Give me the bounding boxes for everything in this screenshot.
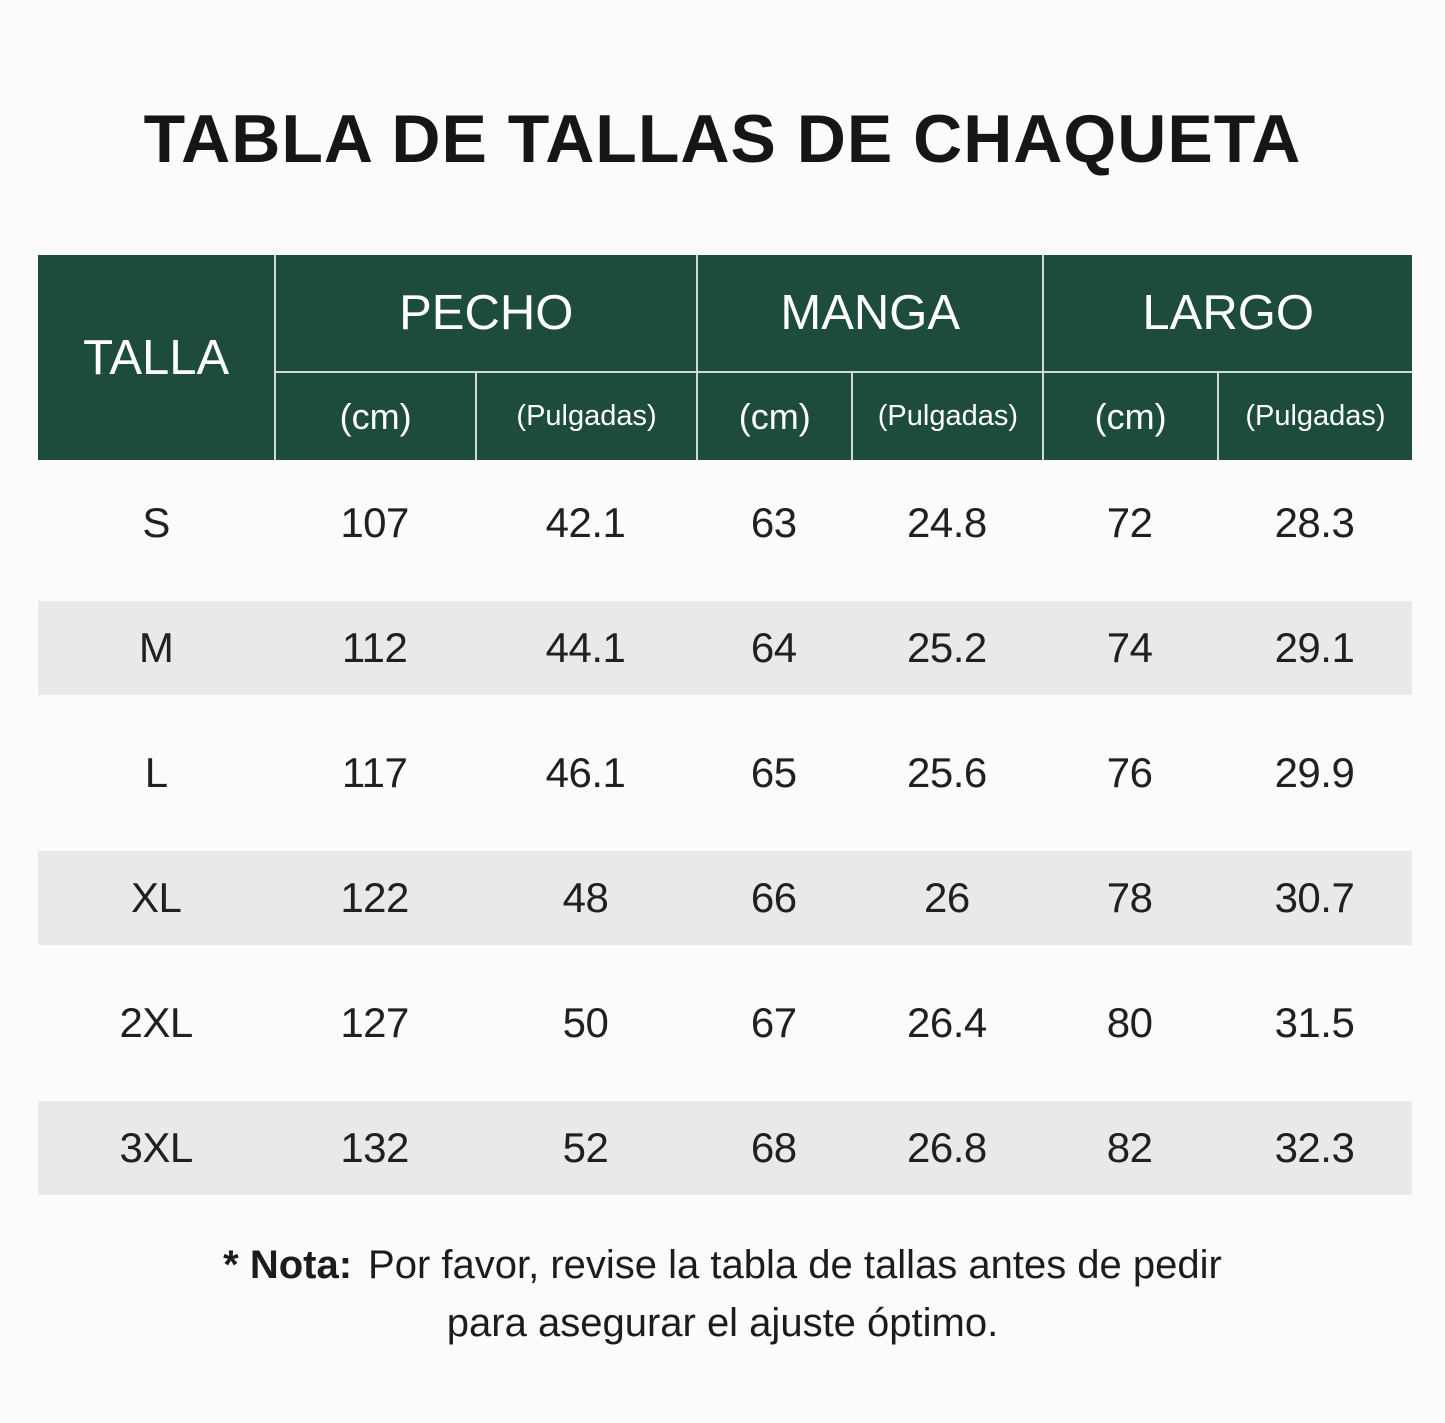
value-cell: 32.3 (1274, 1123, 1355, 1171)
value-cell: 63 (750, 498, 797, 546)
header-group-largo: LARGO (1042, 255, 1412, 371)
value-cell: 74 (1106, 623, 1153, 671)
value-cell: 80 (1106, 998, 1153, 1046)
row-band: L 117 46.1 65 25.6 76 29.9 (38, 710, 1412, 835)
value-cell: 46.1 (545, 748, 626, 796)
value-cell: 72 (1106, 498, 1153, 546)
value-cell: 48 (562, 873, 609, 921)
header-largo-pulgadas: (Pulgadas) (1216, 371, 1412, 460)
table-header: TALLA PECHO MANGA LARGO (cm) (Pulgadas) … (38, 255, 1412, 460)
header-group-manga: MANGA (696, 255, 1042, 371)
page-title: TABLA DE TALLAS DE CHAQUETA (143, 101, 1302, 177)
size-cell: 2XL (119, 998, 194, 1046)
value-cell: 29.9 (1274, 748, 1355, 796)
row-band: XL 122 48 66 26 78 30.7 (38, 850, 1412, 945)
note-prefix: * Nota: (223, 1243, 353, 1287)
size-cell: S (142, 498, 170, 546)
table-row: L 117 46.1 65 25.6 76 29.9 (38, 710, 1412, 835)
value-cell: 66 (750, 873, 797, 921)
table-body: S 107 42.1 63 24.8 72 28.3 M 112 44.1 64 25.2 74 29.1… (38, 460, 1412, 1210)
note-line1: * Nota: Por favor, revise la tabla de tal… (223, 1243, 1222, 1287)
note-line2: para asegurar el ajuste óptimo. (446, 1301, 999, 1345)
value-cell: 28.3 (1274, 498, 1355, 546)
note-text: Por favor, revise la tabla de tallas ant… (368, 1243, 1222, 1287)
row-band: 2XL 127 50 67 26.4 80 31.5 (38, 960, 1412, 1085)
header-largo-cm: (cm) (1042, 371, 1217, 460)
row-band: S 107 42.1 63 24.8 72 28.3 (38, 460, 1412, 585)
value-cell: 29.1 (1274, 623, 1355, 671)
header-pecho-pulgadas: (Pulgadas) (474, 371, 697, 460)
value-cell: 26 (924, 873, 970, 921)
value-cell: 65 (750, 748, 797, 796)
value-cell: 26.8 (907, 1123, 987, 1171)
value-cell: 44.1 (545, 623, 626, 671)
value-cell: 50 (562, 998, 609, 1046)
value-cell: 25.2 (907, 623, 987, 671)
value-cell: 82 (1106, 1123, 1153, 1171)
value-cell: 127 (340, 998, 409, 1046)
header-manga-pulgadas: (Pulgadas) (851, 371, 1043, 460)
header-talla: TALLA (83, 330, 230, 385)
value-cell: 25.6 (907, 748, 987, 796)
size-cell: L (144, 748, 168, 796)
value-cell: 107 (340, 498, 409, 546)
value-cell: 64 (750, 623, 797, 671)
value-cell: 26.4 (907, 998, 987, 1046)
value-cell: 31.5 (1274, 998, 1355, 1046)
value-cell: 112 (341, 623, 408, 671)
header-pecho-cm: (cm) (274, 371, 475, 460)
table-row: 2XL 127 50 67 26.4 80 31.5 (38, 960, 1412, 1085)
table-row: S 107 42.1 63 24.8 72 28.3 (38, 460, 1412, 585)
size-cell: M (138, 623, 174, 671)
size-cell: 3XL (119, 1123, 194, 1171)
value-cell: 42.1 (545, 498, 626, 546)
row-band: M 112 44.1 64 25.2 74 29.1 (38, 600, 1412, 695)
table-row: M 112 44.1 64 25.2 74 29.1 (38, 585, 1412, 710)
header-manga-cm: (cm) (696, 371, 852, 460)
value-cell: 24.8 (907, 498, 987, 546)
value-cell: 122 (340, 873, 409, 921)
size-table: TALLA PECHO MANGA LARGO (cm) (Pulgadas) … (38, 255, 1412, 1210)
header-group-pecho: PECHO (274, 255, 696, 371)
note: * Nota: Por favor, revise la tabla de tal… (0, 1236, 1445, 1352)
value-cell: 117 (341, 748, 408, 796)
value-cell: 76 (1106, 748, 1153, 796)
value-cell: 78 (1106, 873, 1153, 921)
size-cell: XL (130, 873, 182, 921)
value-cell: 68 (750, 1123, 797, 1171)
value-cell: 30.7 (1274, 873, 1355, 921)
value-cell: 67 (750, 998, 797, 1046)
row-band: 3XL 132 52 68 26.8 82 32.3 (38, 1100, 1412, 1195)
value-cell: 132 (340, 1123, 409, 1171)
value-cell: 52 (562, 1123, 609, 1171)
table-row: XL 122 48 66 26 78 30.7 (38, 835, 1412, 960)
table-row: 3XL 132 52 68 26.8 82 32.3 (38, 1085, 1412, 1210)
